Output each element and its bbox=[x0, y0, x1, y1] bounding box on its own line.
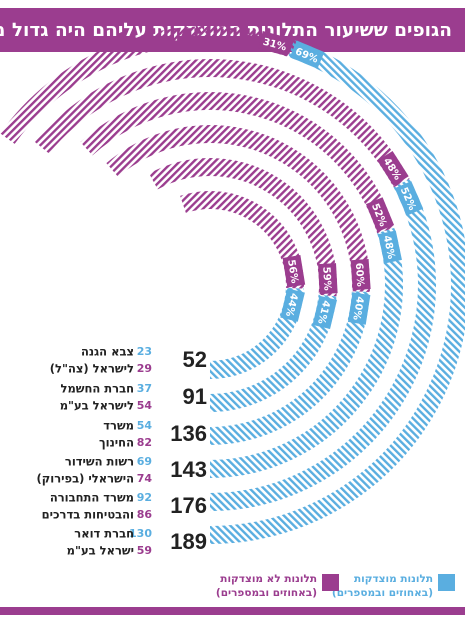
pct-text: 44% bbox=[283, 292, 299, 318]
body-name: משרד bbox=[103, 419, 134, 433]
pct-box bbox=[350, 259, 371, 291]
pct-box bbox=[347, 292, 371, 325]
pct-box bbox=[289, 40, 325, 69]
unjustified-count: 54 bbox=[137, 399, 153, 412]
body-name: חברת החשמל bbox=[61, 382, 135, 396]
unjustified-count: 59 bbox=[137, 544, 152, 557]
unjustified-arc bbox=[106, 125, 370, 292]
body-name: צבא הגנה bbox=[81, 345, 134, 359]
pct-label: 60% bbox=[350, 259, 371, 291]
pct-box bbox=[365, 197, 395, 232]
body-name: לישראל (צה"ל) bbox=[50, 362, 134, 376]
pct-text: 40% bbox=[350, 296, 365, 321]
pct-label: 59% bbox=[318, 263, 338, 295]
pct-label: 48% bbox=[378, 230, 402, 264]
pct-text: 41% bbox=[315, 299, 331, 325]
pct-box bbox=[378, 230, 402, 264]
pct-text: 48% bbox=[381, 234, 397, 260]
unjustified-count: 29 bbox=[137, 362, 152, 375]
justified-count: 23 bbox=[137, 345, 152, 358]
pct-box bbox=[312, 295, 338, 330]
total: 176 bbox=[170, 493, 207, 518]
pct-box bbox=[377, 150, 409, 186]
unjustified-arc bbox=[180, 191, 304, 289]
body-name: משרד התחבורה bbox=[50, 491, 134, 505]
justified-count: 92 bbox=[137, 491, 152, 504]
pct-box bbox=[394, 181, 424, 216]
justified-arc bbox=[209, 227, 404, 478]
pct-label: 41% bbox=[312, 295, 338, 330]
legend-text: (באחוזים ובמספרים) bbox=[332, 587, 433, 599]
legend-text: (באחוזים ובמספרים) bbox=[216, 587, 317, 599]
pct-box bbox=[282, 255, 306, 288]
pct-text: 56% bbox=[285, 259, 300, 284]
justified-arc bbox=[209, 178, 436, 511]
total: 189 bbox=[170, 529, 207, 554]
pct-text: 60% bbox=[353, 262, 366, 287]
pct-label: 31% bbox=[258, 30, 292, 57]
pct-label: 56% bbox=[282, 255, 306, 288]
body-name: לישראל בע"מ bbox=[60, 399, 134, 413]
justified-count: 69 bbox=[137, 455, 152, 468]
unjustified-arc bbox=[34, 59, 410, 188]
justified-arc bbox=[209, 287, 304, 379]
justified-count: 54 bbox=[137, 419, 153, 432]
total: 52 bbox=[183, 347, 207, 372]
body-name: ישראל בע"מ bbox=[67, 544, 134, 558]
unjustified-arc bbox=[80, 92, 395, 234]
pct-label: 52% bbox=[394, 181, 424, 216]
legend-text: תלונות לא מוצדקות bbox=[220, 573, 317, 585]
pct-box bbox=[258, 30, 292, 57]
pct-box bbox=[280, 288, 305, 322]
body-name: והבטיחות בדרכים bbox=[42, 508, 134, 522]
legend-swatch bbox=[322, 574, 339, 591]
unjustified-count: 82 bbox=[137, 436, 152, 449]
body-name: החינוך bbox=[99, 436, 134, 450]
footer-bar bbox=[0, 607, 465, 615]
body-name: חברת דואר bbox=[74, 527, 134, 541]
unjustified-arc bbox=[149, 158, 337, 297]
pct-text: 59% bbox=[320, 266, 332, 290]
justified-count: 130 bbox=[129, 527, 152, 540]
unjustified-arc bbox=[0, 26, 295, 144]
justified-count: 37 bbox=[137, 382, 152, 395]
legend-swatch bbox=[438, 574, 455, 591]
body-name: הישראלי (בפירוק) bbox=[37, 472, 134, 486]
legend-text: תלונות מוצדקות bbox=[354, 573, 433, 585]
pct-label: 69% bbox=[289, 40, 325, 69]
total: 91 bbox=[183, 384, 207, 409]
pct-box bbox=[318, 263, 338, 295]
unjustified-count: 86 bbox=[137, 508, 153, 521]
pct-label: 52% bbox=[365, 197, 395, 232]
total: 143 bbox=[170, 457, 207, 482]
pct-label: 40% bbox=[347, 292, 371, 325]
justified-arc bbox=[209, 40, 465, 544]
unjustified-count: 74 bbox=[137, 472, 153, 485]
total: 136 bbox=[170, 421, 207, 446]
body-name: רשות השידור bbox=[65, 455, 134, 469]
pct-label: 44% bbox=[280, 288, 305, 322]
